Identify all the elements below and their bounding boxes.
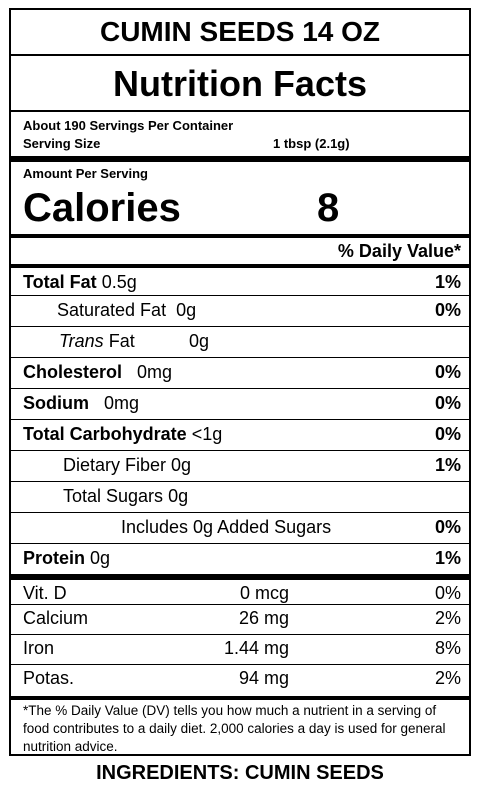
nutrient-amount: 0g	[189, 331, 210, 351]
vitamin-dv: 8%	[434, 638, 461, 658]
nutrient-label: Total Sugars	[63, 486, 164, 506]
calories-label: Calories	[23, 186, 181, 230]
nutrient-dv: 0%	[434, 393, 461, 413]
nutrient-label: Sodium	[23, 393, 89, 413]
vitamin-dv: 0%	[434, 583, 461, 603]
serving-size-label: Serving Size	[23, 136, 101, 151]
nutrient-label: Protein	[23, 548, 86, 568]
nutrient-amount: <1g	[191, 424, 223, 444]
ingredients-line: INGREDIENTS: CUMIN SEEDS	[96, 762, 384, 784]
vitamin-amount: 0 mcg	[239, 583, 289, 603]
nutrient-dv: 0%	[434, 517, 461, 537]
footnote: *The % Daily Value (DV) tells you how mu…	[11, 696, 469, 756]
serving-info: About 190 Servings Per Container Serving…	[11, 110, 469, 156]
vitamin-row: Iron 1.44 mg 8%	[11, 634, 469, 663]
nutrient-row-sodium: Sodium 0mg 0%	[11, 388, 469, 419]
vitamin-row: Vit. D 0 mcg 0%	[11, 574, 469, 603]
nutrient-row-dietary-fiber: Dietary Fiber 0g 1%	[11, 450, 469, 481]
vitamin-dv: 2%	[434, 608, 461, 628]
servings-per-container: About 190 Servings Per Container	[23, 118, 234, 133]
vitamin-label: Vit. D	[23, 583, 67, 603]
nutrient-dv: 0%	[434, 300, 461, 320]
nutrient-label: Fat	[108, 331, 135, 351]
amount-per-serving: Amount Per Serving	[23, 166, 148, 181]
nutrient-row-added-sugars: Includes 0g Added Sugars 0%	[11, 512, 469, 543]
nutrient-dv: 0%	[434, 362, 461, 382]
nutrient-row-protein: Protein 0g 1%	[11, 543, 469, 574]
vitamin-amount: 26 mg	[238, 608, 289, 628]
calories-value: 8	[317, 186, 340, 230]
nutrient-amount: 0.5g	[101, 272, 137, 292]
nutrient-row-total-sugars: Total Sugars 0g	[11, 481, 469, 512]
nutrition-label: CUMIN SEEDS 14 OZ Nutrition Facts About …	[9, 8, 471, 756]
vitamin-label: Iron	[23, 638, 55, 658]
nutrient-row-saturated-fat: Saturated Fat 0g 0%	[11, 295, 469, 326]
nutrient-label: Cholesterol	[23, 362, 123, 382]
nutrient-amount: 0g	[168, 486, 189, 506]
nutrient-row-trans-fat: Trans Fat 0g	[11, 326, 469, 357]
nutrient-amount: 0g	[171, 455, 192, 475]
nutrient-label: Total Carbohydrate	[23, 424, 187, 444]
serving-size-value: 1 tbsp (2.1g)	[273, 136, 350, 151]
nutrient-amount: 0mg	[137, 362, 173, 382]
vitamin-label: Calcium	[23, 608, 89, 628]
daily-value-text: % Daily Value*	[337, 241, 461, 261]
nutrient-dv: 0%	[434, 424, 461, 444]
nutrient-row-total-carbohydrate: Total Carbohydrate <1g 0%	[11, 419, 469, 450]
nutrition-facts-heading: Nutrition Facts	[11, 54, 469, 110]
vitamin-row: Potas. 94 mg 2%	[11, 664, 469, 693]
vitamin-label: Potas.	[23, 668, 75, 688]
nutrient-amount: 0g	[176, 300, 197, 320]
vitamin-amount: 94 mg	[238, 668, 289, 688]
product-title: CUMIN SEEDS 14 OZ	[99, 16, 381, 47]
vitamin-row: Calcium 26 mg 2%	[11, 604, 469, 633]
vitamin-dv: 2%	[434, 668, 461, 688]
nutrient-label: Saturated Fat	[57, 300, 167, 320]
nutrient-row-total-fat: Total Fat 0.5g 1%	[11, 264, 469, 295]
nutrient-dv: 1%	[434, 548, 461, 568]
nutrient-label: Total Fat	[23, 272, 97, 292]
nutrient-label: Dietary Fiber	[63, 455, 167, 475]
nutrient-amount: 0mg	[104, 393, 140, 413]
vitamin-amount: 1.44 mg	[223, 638, 289, 658]
daily-value-header: % Daily Value*	[11, 234, 469, 264]
nutrient-amount: 0g	[90, 548, 111, 568]
nutrient-dv: 1%	[434, 272, 461, 292]
nutrient-row-cholesterol: Cholesterol 0mg 0%	[11, 357, 469, 388]
nutrient-label-italic: Trans	[59, 331, 104, 351]
calories-section: Amount Per Serving Calories 8	[11, 156, 469, 234]
nutrient-dv: 1%	[434, 455, 461, 475]
nutrient-label: Includes 0g Added Sugars	[121, 517, 332, 537]
